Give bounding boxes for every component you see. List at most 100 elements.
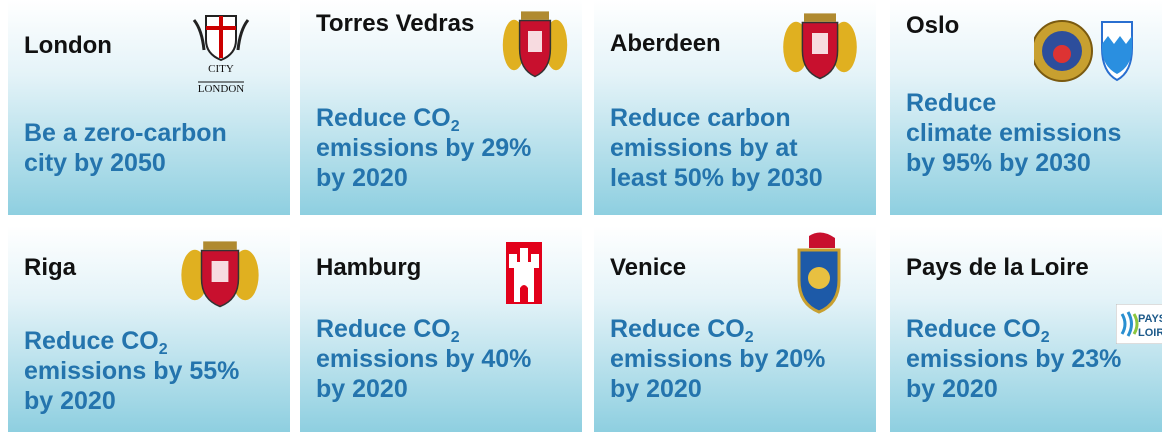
city-card: London Be a zero-carbon city by 2050 CITY LO… [8,0,290,215]
goal-line: emissions by 23% [906,344,1121,374]
logo-shape [809,232,835,248]
logo-shape [531,254,539,268]
logo-shape [1102,36,1132,74]
goal-line-text: emissions by 20% [610,345,826,373]
subscript: 2 [1040,329,1050,346]
goal-line-text: emissions by 23% [906,345,1122,373]
goal-line-text: by 2020 [610,375,702,403]
city-emblem [181,241,259,308]
subscript: 2 [450,329,460,346]
logo-shape [812,33,828,54]
city-emblem: PAYS LOIRE [1116,304,1162,344]
logo-shape [804,13,836,22]
logo-shape [808,267,830,289]
logo-shape [219,16,223,58]
goal-line: by 2020 [906,374,1121,404]
logo-text: CITY [208,63,234,75]
goal-line: by 2020 [316,163,531,193]
city-card: Venice Reduce CO2 emissions by 20% by 2020 [594,226,876,432]
goal-line: Reduce CO2 [24,326,239,358]
city-emblem: CITY LONDON [192,15,250,95]
city-card: Oslo Reduce climate emissions by 95% by 203… [890,0,1162,215]
logo-shape [528,31,542,52]
goal-line: Be a zero-carbon [24,118,227,148]
goal-line-text: by 2020 [906,375,998,403]
goal-line: climate emissions [906,118,1121,148]
goal-text: Reduce CO2 emissions by 20% by 2020 [610,314,825,404]
goal-line-text: emissions by 55% [24,357,240,385]
subscript: 2 [450,118,460,135]
goal-text: Reduce CO2 emissions by 55% by 2020 [24,326,239,416]
city-name: Pays de la Loire [906,254,1089,281]
logo-text: PAYS [1138,313,1162,325]
city-card: Riga Reduce CO2 emissions by 55% by 2020 [8,226,290,432]
goal-line-text: by 2020 [316,164,408,192]
logo-shape [192,19,250,51]
logo-shape [203,241,237,250]
goal-line: Reduce CO2 [316,314,531,346]
goal-line-text: by 2020 [24,387,116,415]
goal-line: emissions by at [610,133,823,163]
goal-line: by 95% by 2030 [906,148,1121,178]
goal-line-text: Reduce CO [906,315,1041,343]
goal-text: Reduce CO2 emissions by 29% by 2020 [316,103,531,193]
goal-line-text: Reduce carbon [610,104,791,132]
goal-line: emissions by 20% [610,344,825,374]
city-card: Aberdeen Reduce carbon emissions by at leas… [594,0,876,215]
goal-line-text: Reduce CO [610,315,745,343]
city-name: Riga [24,254,77,281]
goal-line-text: least 50% by 2030 [610,164,823,192]
goal-line: Reduce [906,88,1121,118]
subscript: 2 [158,341,168,358]
city-emblem [797,232,841,314]
city-emblem [502,11,568,78]
goal-text: Reduce climate emissions by 95% by 2030 [906,88,1121,178]
subscript: 2 [744,329,754,346]
logo-shape [521,11,549,20]
goal-text: Be a zero-carbon city by 2050 [24,118,227,178]
city-name: Torres Vedras [316,10,475,37]
logo-shape [1132,313,1139,335]
city-name: Hamburg [316,254,422,281]
city-emblem [506,242,542,304]
goal-line: emissions by 29% [316,133,531,163]
city-name: Aberdeen [610,30,721,57]
logo-shape [1120,311,1133,337]
goal-line: by 2020 [610,374,825,404]
goal-line-text: Be a zero-carbon [24,119,227,147]
logo-text: LOIRE [1138,327,1162,339]
goal-text: Reduce CO2 emissions by 40% by 2020 [316,314,531,404]
goal-line-text: by 95% by 2030 [906,149,1091,177]
city-emblem [783,13,857,80]
goal-line-text: climate emissions [906,119,1122,147]
goal-line-text: emissions by 40% [316,345,532,373]
city-emblem [1034,20,1133,82]
goal-line: by 2020 [316,374,531,404]
logo-shape [509,254,517,268]
goal-line: least 50% by 2030 [610,163,823,193]
city-name: Oslo [906,12,960,39]
goal-line-text: Reduce CO [316,315,451,343]
logo-shape [520,285,528,302]
goal-line-text: Reduce CO [24,327,159,355]
goal-text: Reduce CO2 emissions by 23% by 2020 [906,314,1121,404]
logo-shape [211,261,229,282]
goal-line: by 2020 [24,386,239,416]
goal-text: Reduce carbon emissions by at least 50% by… [610,103,823,193]
goal-line-text: city by 2050 [24,149,166,177]
city-card: Pays de la Loire Reduce CO2 emissions by 2… [890,226,1162,432]
goal-line-text: Reduce CO [316,104,451,132]
goal-line-text: by 2020 [316,375,408,403]
goal-line: Reduce carbon [610,103,823,133]
goal-line: emissions by 55% [24,356,239,386]
logo-shape [206,26,236,30]
logo-text: LONDON [198,83,244,95]
logo-shape [520,248,528,264]
city-card: Hamburg Reduce CO2 emissions by 40% by 2020 [300,226,582,432]
goal-line-text: Reduce [906,89,997,117]
goal-line-text: emissions by at [610,134,798,162]
goal-line: Reduce CO2 [610,314,825,346]
city-name: Venice [610,254,687,281]
logo-shape [1053,45,1071,63]
